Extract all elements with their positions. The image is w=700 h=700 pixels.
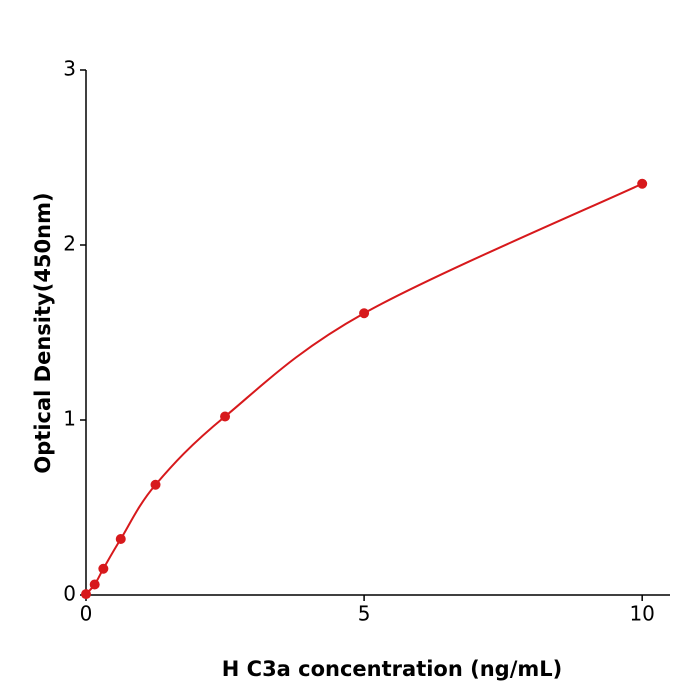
y-tick-label: 0 bbox=[63, 582, 76, 606]
y-tick-label: 2 bbox=[63, 232, 76, 256]
x-axis-label: H C3a concentration (ng/mL) bbox=[222, 657, 562, 681]
x-tick-label: 0 bbox=[80, 602, 93, 626]
data-point bbox=[115, 534, 126, 544]
y-tick-label: 1 bbox=[63, 407, 76, 431]
x-tick-label: 10 bbox=[629, 602, 654, 626]
x-tick-label: 5 bbox=[358, 602, 371, 626]
y-tick-label: 3 bbox=[63, 57, 76, 81]
y-axis-label: Optical Density(450nm) bbox=[31, 192, 55, 473]
fit-curve bbox=[85, 182, 643, 595]
data-point bbox=[150, 479, 161, 490]
data-point bbox=[81, 589, 91, 600]
data-point bbox=[220, 411, 231, 422]
data-point bbox=[89, 579, 100, 590]
data-point bbox=[637, 178, 648, 189]
data-point bbox=[359, 308, 370, 319]
data-point bbox=[98, 563, 109, 574]
